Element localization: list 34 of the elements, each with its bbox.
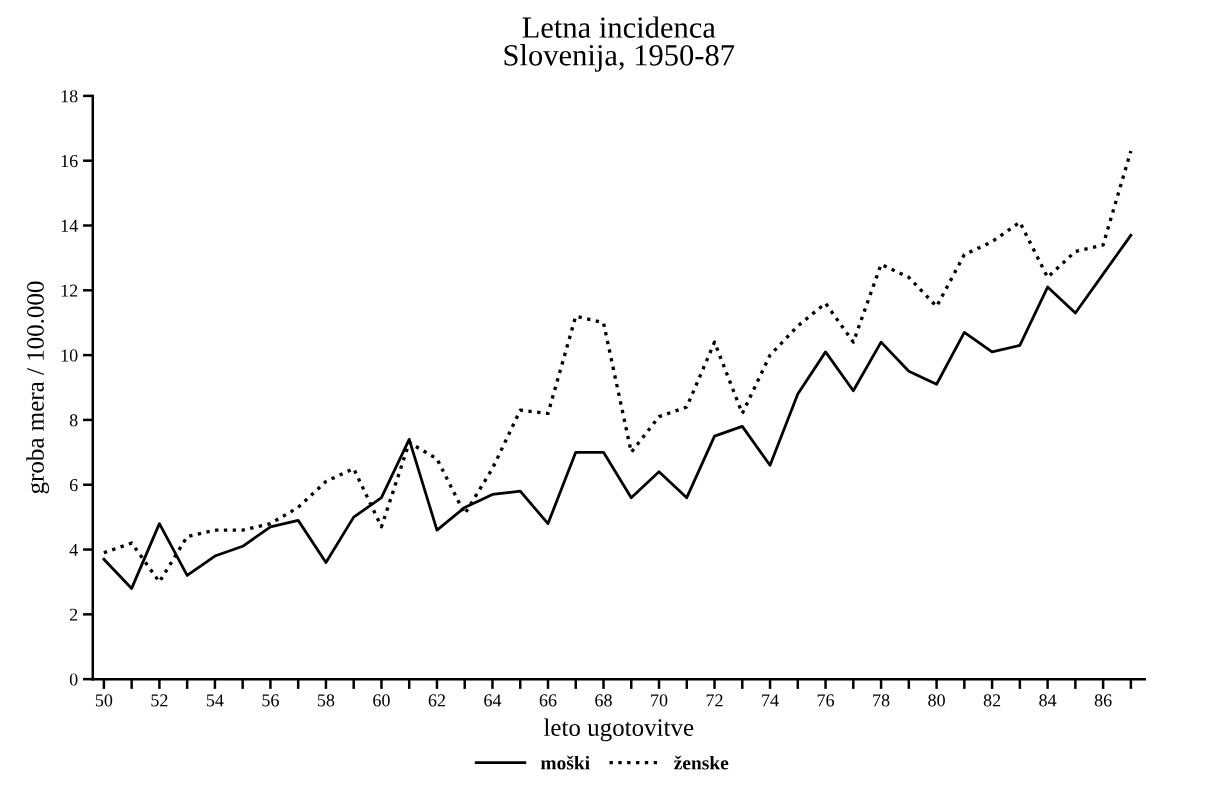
- legend-label: ženske: [674, 755, 729, 770]
- x-tick-label: 74: [762, 694, 779, 707]
- x-tick-label: 58: [317, 694, 335, 707]
- x-tick-label: 76: [817, 694, 835, 707]
- x-tick-label: 50: [95, 694, 113, 707]
- y-tick-label: 18: [61, 90, 78, 103]
- y-axis-title: groba mera / 100.000: [26, 281, 50, 494]
- x-tick-label: 66: [539, 694, 557, 707]
- chart-title: Letna incidenca Slovenija, 1950-87: [504, 16, 735, 72]
- y-tick-label: 10: [61, 349, 78, 362]
- x-tick-label: 56: [262, 694, 279, 707]
- x-tick-label: 52: [151, 694, 168, 707]
- y-tick-label: 12: [61, 284, 78, 297]
- x-tick-label: 60: [373, 694, 390, 707]
- y-tick-label: 0: [69, 673, 78, 686]
- x-tick-label: 82: [983, 694, 1001, 707]
- y-tick-label: 8: [69, 414, 78, 427]
- y-tick-label: 14: [61, 219, 78, 232]
- y-tick-label: 16: [61, 155, 78, 168]
- x-tick-label: 64: [484, 694, 502, 707]
- x-tick-label: 68: [595, 694, 612, 707]
- x-tick-label: 84: [1039, 694, 1057, 707]
- x-axis-title: leto ugotovitve: [543, 718, 694, 742]
- x-tick-label: 70: [651, 694, 668, 707]
- x-tick-label: 78: [873, 694, 890, 707]
- y-tick-label: 2: [69, 608, 78, 621]
- x-tick-label: 54: [206, 694, 224, 707]
- x-tick-label: 86: [1094, 694, 1112, 707]
- x-tick-label: 72: [706, 694, 723, 707]
- y-tick-label: 4: [69, 543, 78, 556]
- x-tick-label: 80: [928, 694, 945, 707]
- y-tick-label: 6: [69, 479, 78, 492]
- x-tick-label: 62: [428, 694, 445, 707]
- legend-label: moški: [540, 755, 590, 770]
